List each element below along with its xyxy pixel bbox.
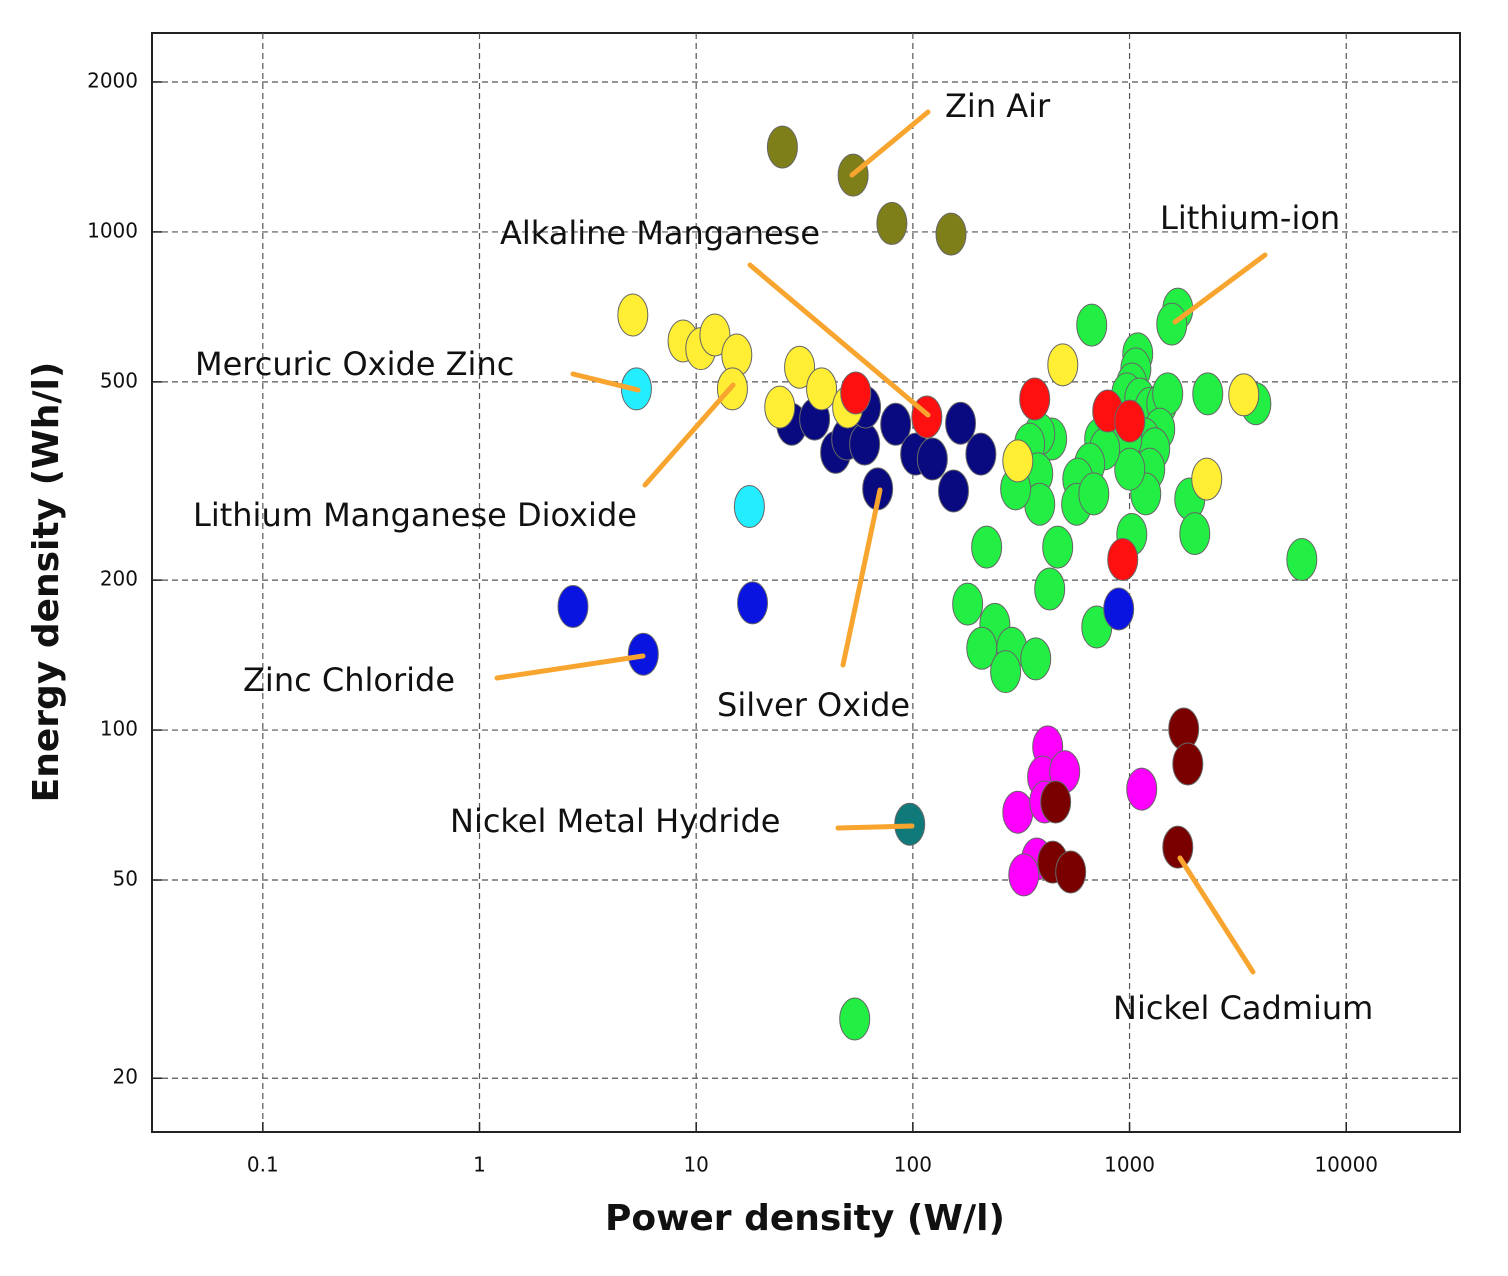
annotation-label: Zinc Chloride bbox=[243, 661, 455, 699]
point bbox=[1192, 372, 1224, 416]
point bbox=[1191, 457, 1223, 501]
point bbox=[990, 650, 1022, 694]
annotation-arrow bbox=[849, 109, 931, 178]
point bbox=[1179, 512, 1211, 556]
annotation-label: Zin Air bbox=[945, 87, 1051, 125]
point bbox=[617, 293, 649, 337]
point bbox=[1078, 472, 1110, 516]
annotation-label: Alkaline Manganese bbox=[500, 214, 820, 252]
point bbox=[1008, 853, 1040, 897]
point bbox=[699, 313, 731, 357]
point bbox=[1172, 742, 1204, 786]
point bbox=[1002, 439, 1034, 483]
point bbox=[1114, 447, 1146, 491]
point bbox=[876, 201, 908, 245]
plot-area bbox=[151, 32, 1461, 1133]
point bbox=[764, 385, 796, 429]
annotation-label: Nickel Cadmium bbox=[1113, 989, 1373, 1027]
point bbox=[880, 402, 912, 446]
point bbox=[1019, 377, 1051, 421]
point bbox=[1156, 302, 1188, 346]
annotation-arrow bbox=[570, 371, 641, 393]
point bbox=[945, 401, 977, 445]
annotation-arrow bbox=[1172, 252, 1268, 325]
point bbox=[557, 585, 589, 629]
point bbox=[938, 469, 970, 513]
point bbox=[839, 997, 871, 1041]
x-axis-title: Power density (W/l) bbox=[605, 1198, 1005, 1239]
x-tick-label: 0.1 bbox=[247, 1153, 279, 1177]
y-tick-label: 500 bbox=[100, 368, 138, 392]
point bbox=[1055, 850, 1087, 894]
point bbox=[1047, 343, 1079, 387]
y-tick-label: 100 bbox=[100, 717, 138, 741]
point bbox=[935, 212, 967, 256]
point bbox=[766, 125, 798, 169]
point bbox=[1286, 537, 1318, 581]
point bbox=[1002, 790, 1034, 834]
point bbox=[952, 582, 984, 626]
annotation-label: Lithium Manganese Dioxide bbox=[193, 496, 637, 534]
point bbox=[1034, 567, 1066, 611]
annotation-arrow bbox=[747, 262, 931, 418]
point bbox=[1114, 399, 1146, 443]
y-tick-label: 200 bbox=[100, 567, 138, 591]
point bbox=[1103, 587, 1135, 631]
annotation-arrow bbox=[835, 823, 915, 831]
point bbox=[1076, 303, 1108, 347]
point bbox=[1107, 537, 1139, 581]
annotation-label: Silver Oxide bbox=[717, 686, 910, 724]
annotation-label: Lithium-ion bbox=[1160, 199, 1340, 237]
y-tick-label: 20 bbox=[113, 1065, 138, 1089]
x-tick-label: 10 bbox=[683, 1153, 708, 1177]
x-tick-label: 1 bbox=[473, 1153, 486, 1177]
annotation-arrow bbox=[840, 487, 883, 668]
annotation-label: Nickel Metal Hydride bbox=[450, 802, 780, 840]
point bbox=[965, 432, 997, 476]
point bbox=[806, 367, 838, 411]
point bbox=[1042, 525, 1074, 569]
y-tick-label: 50 bbox=[113, 867, 138, 891]
point bbox=[971, 525, 1003, 569]
point bbox=[784, 345, 816, 389]
point bbox=[840, 371, 872, 415]
point bbox=[733, 485, 765, 529]
point bbox=[849, 422, 881, 466]
x-tick-label: 100 bbox=[894, 1153, 932, 1177]
y-axis-title: Energy density (Wh/l) bbox=[26, 362, 67, 803]
point bbox=[1228, 373, 1260, 417]
x-tick-label: 1000 bbox=[1104, 1153, 1155, 1177]
point bbox=[737, 581, 769, 625]
annotation-label: Mercuric Oxide Zinc bbox=[195, 345, 514, 383]
point bbox=[1162, 825, 1194, 869]
y-tick-label: 2000 bbox=[87, 68, 138, 92]
point bbox=[916, 437, 948, 481]
annotation-arrow bbox=[1177, 855, 1256, 975]
y-tick-label: 1000 bbox=[87, 218, 138, 242]
point bbox=[1126, 767, 1158, 811]
x-tick-label: 10000 bbox=[1314, 1153, 1378, 1177]
annotation-arrow bbox=[642, 382, 736, 488]
annotation-arrow bbox=[494, 653, 646, 681]
point bbox=[1040, 780, 1072, 824]
point bbox=[1020, 637, 1052, 681]
